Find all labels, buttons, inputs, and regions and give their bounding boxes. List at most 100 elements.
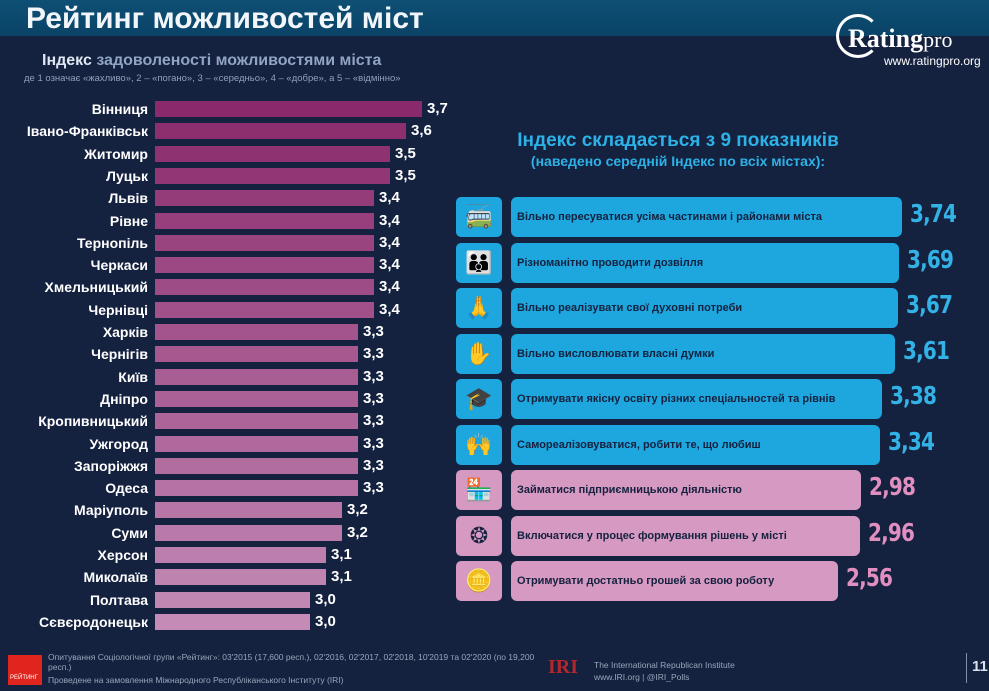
city-row: Полтава 3,0 <box>0 591 989 609</box>
city-value-label: 3,3 <box>363 412 384 430</box>
indicator-bar: Вільно пересуватися усіма частинами і ра… <box>511 197 902 237</box>
city-bar <box>155 435 358 452</box>
city-label: Львів <box>108 190 148 207</box>
city-value-label: 3,4 <box>379 278 400 296</box>
city-value-label: 3,3 <box>363 434 384 452</box>
logo-ring-icon <box>836 14 880 58</box>
transport-icon: 🚎 <box>456 197 502 237</box>
logo-name: Rating <box>848 24 924 53</box>
indicator-row: 👪 Різноманітно проводити дозвілля 3,69 <box>456 242 986 283</box>
market-stall-icon: 🏪 <box>456 470 502 510</box>
city-bar <box>155 524 342 541</box>
city-value-label: 3,3 <box>363 323 384 340</box>
city-row: Харків 3,3 <box>0 323 989 341</box>
city-row: Тернопіль 3,4 <box>0 234 989 252</box>
city-bar <box>155 145 390 162</box>
city-bar <box>155 234 374 251</box>
city-value-label: 3,3 <box>363 367 384 385</box>
city-label: Київ <box>118 368 148 385</box>
graduation-cap-icon: 🎓 <box>456 379 502 419</box>
indicator-bar: Вільно реалізувати свої духовні потреби <box>511 288 898 328</box>
ratingpro-logo[interactable]: Ratingpro www.ratingpro.org <box>834 12 984 72</box>
footer: РЕЙТИНГ Опитування Соціологічної групи «… <box>0 650 989 691</box>
city-value-label: 3,4 <box>379 189 400 207</box>
indicator-bar: Різноманітно проводити дозвілля <box>511 242 900 283</box>
indicator-row: 🙌 Самореалізовуватися, робити те, що люб… <box>456 424 986 465</box>
footer-commission: Проведене на замовлення Міжнародного Рес… <box>48 675 344 685</box>
city-value-label: 3,7 <box>427 100 448 117</box>
indicator-value-label: 3,69 <box>907 244 954 274</box>
city-label: Івано-Франківськ <box>26 123 148 140</box>
city-label: Чернівці <box>88 301 148 318</box>
city-row: Київ 3,3 <box>0 368 989 386</box>
header-band: Рейтинг можливостей міст <box>0 0 989 36</box>
city-label: Дніпро <box>100 390 148 407</box>
city-label: Кропивницький <box>38 413 148 430</box>
indicator-value-label: 3,61 <box>902 335 950 365</box>
logo-name-suffix: pro <box>923 27 953 52</box>
dancing-people-icon: 🙌 <box>456 424 502 465</box>
page-title: Рейтинг можливостей міст <box>26 2 424 35</box>
indicator-row: 🏪 Займатися підприємницькою діяльністю 2… <box>456 470 986 510</box>
city-value-label: 3,0 <box>315 590 336 608</box>
city-row: Дніпро 3,3 <box>0 390 989 408</box>
city-bar <box>155 279 374 296</box>
page-divider <box>966 653 967 683</box>
city-value-label: 3,2 <box>347 501 368 519</box>
indicator-value-label: 2,96 <box>867 517 915 547</box>
city-label: Харків <box>102 324 148 340</box>
city-value-label: 3,4 <box>379 211 400 229</box>
page-number: 11 <box>972 658 988 675</box>
city-label: Суми <box>111 524 148 541</box>
city-bar <box>155 569 326 586</box>
city-row: Суми 3,2 <box>0 524 989 542</box>
city-row: Запоріжжя 3,3 <box>0 457 989 475</box>
indicator-row: ❂ Включатися у процес формування рішень … <box>456 515 986 556</box>
city-row: Херсон 3,1 <box>0 546 989 564</box>
indicator-bar: Вільно висловлювати власні думки <box>511 333 895 374</box>
iri-links[interactable]: www.IRI.org | @IRI_Polls <box>594 672 690 682</box>
indicator-row: 🎓 Отримувати якісну освіту різних спеціа… <box>456 379 986 419</box>
city-row: Сєвєродонецьк 3,0 <box>0 613 989 631</box>
city-value-label: 3,3 <box>363 345 384 363</box>
city-value-label: 3,0 <box>315 612 336 630</box>
city-label: Одеса <box>105 480 148 497</box>
city-label: Житомир <box>84 145 148 162</box>
city-bar <box>155 190 374 207</box>
city-bar <box>155 457 358 474</box>
logo-url[interactable]: www.ratingpro.org <box>884 54 981 68</box>
city-bar <box>155 167 390 184</box>
city-bar <box>155 547 326 563</box>
city-value-label: 3,3 <box>363 479 384 497</box>
indicator-bar: Самореалізовуватися, робити те, що любиш <box>511 424 881 465</box>
city-value-label: 3,5 <box>395 144 416 162</box>
city-label: Чернігів <box>91 346 148 363</box>
title-rest: задоволеності можливостями міста <box>96 52 382 69</box>
city-row: Ужгород 3,3 <box>0 435 989 453</box>
right-chart-subtitle: (наведено середній Індекс по всіх містах… <box>530 153 826 169</box>
city-bar <box>155 413 358 430</box>
city-bar <box>155 301 374 318</box>
city-bar <box>155 613 310 630</box>
city-value-label: 3,1 <box>331 546 352 563</box>
indicator-value-label: 3,38 <box>890 381 937 410</box>
city-value-label: 3,3 <box>363 456 384 474</box>
city-label: Сєвєродонецьк <box>39 613 148 630</box>
city-bar <box>155 591 310 608</box>
city-bar <box>155 368 358 385</box>
city-row: Рівне 3,4 <box>0 212 989 230</box>
indicator-value-label: 2,56 <box>846 563 893 592</box>
left-chart-subtitle: де 1 означає «жахливо», 2 – «погано», 3 … <box>24 73 401 84</box>
indicator-row: 🪙 Отримувати достатньо грошей за свою ро… <box>456 561 986 601</box>
city-value-label: 3,4 <box>379 256 400 274</box>
city-row: Івано-Франківськ 3,6 <box>0 122 989 140</box>
indicator-bar: Займатися підприємницькою діяльністю <box>511 470 861 510</box>
family-icon: 👪 <box>456 242 502 283</box>
city-label: Маріуполь <box>73 502 148 519</box>
coins-stack-icon: 🪙 <box>456 561 502 601</box>
city-bar <box>155 480 358 497</box>
city-bar <box>155 324 358 340</box>
city-bar <box>155 346 358 363</box>
city-label: Черкаси <box>90 257 148 274</box>
city-bar <box>155 101 422 117</box>
